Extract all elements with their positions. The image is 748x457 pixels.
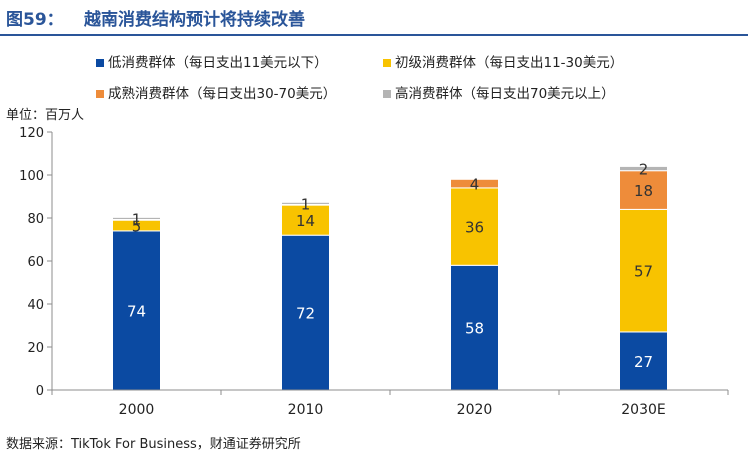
bar-segment xyxy=(619,331,668,391)
legend-swatch xyxy=(96,90,104,98)
data-label: 27 xyxy=(634,353,653,371)
x-tick-label: 2000 xyxy=(119,402,155,418)
x-axis: 2000 2010 2020 2030E xyxy=(51,389,729,418)
bar-segment xyxy=(450,187,499,266)
legend-label: 成熟消费群体（每日支出30-70美元） xyxy=(108,86,336,102)
figure-number: 图59： xyxy=(6,10,64,30)
bar-segment xyxy=(619,208,668,333)
y-tick-label: 120 xyxy=(19,126,44,141)
source-note: 数据来源：TikTok For Business，财通证券研究所 xyxy=(6,437,301,452)
data-label: 4 xyxy=(470,176,480,194)
data-label: 58 xyxy=(465,320,484,338)
data-label: 1 xyxy=(301,195,311,213)
title-rule xyxy=(0,34,748,36)
data-label: 2 xyxy=(639,161,649,179)
bar-segment xyxy=(450,178,499,189)
legend-swatch xyxy=(383,90,391,98)
bar-segment xyxy=(450,264,499,391)
bar-segment xyxy=(112,216,161,221)
figure-title-text: 越南消费结构预计将持续改善 xyxy=(84,10,305,30)
figure-title: 图59： 越南消费结构预计将持续改善 xyxy=(6,5,305,30)
bar-segment xyxy=(112,230,161,391)
stacked-bar-chart: 低消费群体（每日支出11美元以下） 初级消费群体（每日支出11-30美元） 成熟消费… xyxy=(6,54,729,418)
bar-segment xyxy=(281,201,330,205)
y-tick-label: 20 xyxy=(27,341,44,356)
legend-label: 初级消费群体（每日支出11-30美元） xyxy=(395,54,623,71)
data-label: 72 xyxy=(296,305,315,323)
bar-segment xyxy=(619,165,668,172)
y-tick-label: 0 xyxy=(36,384,44,399)
y-tick-label: 60 xyxy=(27,255,44,270)
bar-segment xyxy=(281,204,330,236)
legend-label: 低消费群体（每日支出11美元以下） xyxy=(108,55,328,71)
data-label: 18 xyxy=(634,182,653,200)
y-tick-label: 100 xyxy=(19,169,44,184)
x-tick-label: 2010 xyxy=(288,402,324,418)
y-axis-title: 单位：百万人 xyxy=(6,108,84,123)
data-label: 57 xyxy=(634,263,653,281)
legend-label: 高消费群体（每日支出70美元以上） xyxy=(395,85,615,102)
legend: 低消费群体（每日支出11美元以下） 初级消费群体（每日支出11-30美元） 成熟消费… xyxy=(96,54,623,102)
x-tick-label: 2030E xyxy=(621,402,665,418)
y-axis: 0 20 40 60 80 100 120 xyxy=(19,126,53,399)
x-tick-label: 2020 xyxy=(457,402,493,418)
y-tick-label: 80 xyxy=(27,212,44,227)
data-label: 36 xyxy=(465,219,484,237)
legend-swatch xyxy=(96,59,104,67)
bar-segment xyxy=(281,234,330,391)
data-label: 1 xyxy=(132,210,142,228)
data-label: 5 xyxy=(132,218,142,236)
y-tick-label: 40 xyxy=(27,298,44,313)
legend-swatch xyxy=(383,59,391,67)
data-label: 74 xyxy=(127,302,146,320)
data-label: 14 xyxy=(296,212,315,230)
